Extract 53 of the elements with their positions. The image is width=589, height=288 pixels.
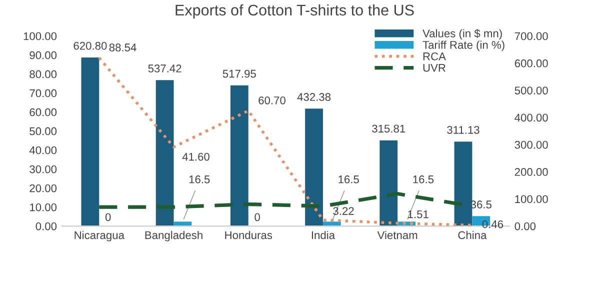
y2-tick-label: 500.00 — [514, 86, 548, 94]
data-label: 60.70 — [258, 96, 286, 104]
x-tick-label: Bangladesh — [145, 230, 202, 242]
legend-label: Tariff Rate (in %) — [422, 40, 504, 52]
y-tick-label: 60.00 — [30, 108, 57, 116]
y-tick-label: 0.00 — [36, 222, 57, 230]
data-label: 0 — [105, 213, 111, 222]
bar — [81, 58, 100, 226]
bar — [305, 108, 323, 226]
data-label: 0 — [254, 213, 260, 222]
y-tick-label: 70.00 — [30, 89, 57, 98]
y2-tick-label: 100.00 — [515, 195, 548, 204]
y-tick-label: 40.00 — [29, 146, 57, 154]
y-tick-label: 100.00 — [24, 32, 57, 40]
legend-label: RCA — [423, 52, 446, 60]
bar — [156, 80, 174, 226]
data-label: 3.22 — [333, 207, 354, 215]
y-tick-label: 90.00 — [30, 51, 57, 60]
bar — [454, 142, 472, 226]
data-label: 16.5 — [189, 175, 210, 184]
data-label: 432.38 — [297, 93, 331, 101]
x-tick-label: Nicaragua — [74, 230, 124, 242]
data-label: 620.80 — [74, 42, 107, 50]
data-label: 16.5 — [413, 175, 434, 184]
y2-tick-label: 700.00 — [514, 32, 548, 40]
x-tick-label: China — [458, 230, 487, 240]
y-tick-label: 20.00 — [30, 184, 57, 192]
y-tick-label: 30.00 — [30, 165, 57, 174]
legend-label: UVR — [423, 64, 446, 72]
x-tick-label: India — [312, 230, 336, 240]
data-label: 88.54 — [109, 44, 136, 52]
data-label: 517.95 — [222, 70, 256, 78]
data-label: 315.81 — [372, 124, 406, 133]
data-label: 537.42 — [148, 64, 182, 72]
chart-title: Exports of Cotton T-shirts to the US — [176, 4, 414, 19]
data-label: 0.46 — [482, 220, 504, 228]
data-label: 1.51 — [408, 210, 428, 218]
y-tick-label: 50.00 — [30, 127, 57, 136]
y2-tick-label: 600.00 — [514, 59, 548, 68]
x-tick-label: Vietnam — [377, 230, 418, 240]
data-label: 41.60 — [182, 152, 210, 161]
data-label: 311.13 — [447, 126, 480, 134]
data-label: 16.5 — [338, 175, 359, 184]
y-tick-label: 10.00 — [30, 203, 57, 212]
x-tick-label: Honduras — [225, 230, 272, 240]
legend-label: Values (in $ mn) — [422, 29, 502, 40]
bar — [230, 85, 248, 226]
y2-tick-label: 200.00 — [514, 168, 548, 176]
y2-tick-label: 300.00 — [514, 140, 548, 149]
y2-tick-label: 0.00 — [514, 222, 536, 230]
y2-tick-label: 400.00 — [514, 114, 548, 122]
bar — [380, 140, 398, 226]
y-tick-label: 80.00 — [30, 70, 57, 78]
